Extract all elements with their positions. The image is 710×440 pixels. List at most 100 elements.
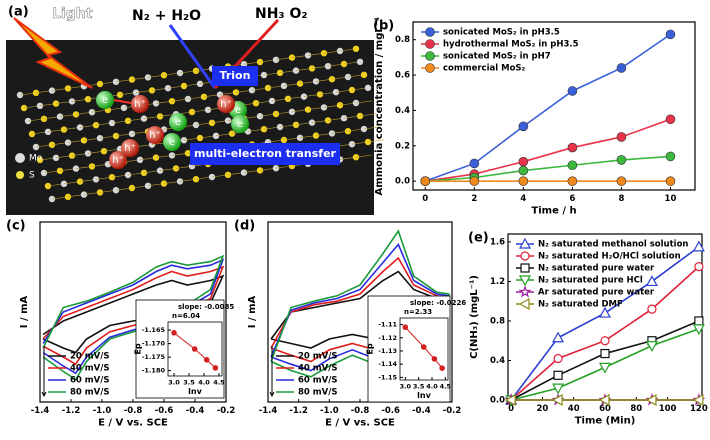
y-axis-label: Ammonia concentration / mgL⁻¹ xyxy=(374,17,385,196)
y-axis-label: Ep xyxy=(134,343,143,354)
lattice-atom xyxy=(48,87,56,94)
lattice-atom xyxy=(224,117,232,124)
x-tick-label: -1.4 xyxy=(31,406,50,416)
data-point xyxy=(431,356,438,362)
electron-label: e xyxy=(102,95,108,106)
data-point xyxy=(551,393,563,407)
legend-label: hydrothermal MoS₂ in pH3.5 xyxy=(443,40,579,50)
inset-note: slope: -0.0226 xyxy=(410,299,466,307)
x-tick-label: 3.0 xyxy=(168,379,180,387)
data-point xyxy=(645,341,658,352)
light-label: Light xyxy=(52,6,93,22)
electron-label: e xyxy=(235,105,241,116)
lattice-atom xyxy=(128,76,136,83)
x-tick-label: -1.0 xyxy=(320,406,339,416)
s-label: S xyxy=(29,171,35,181)
y-tick-label: -1.14 xyxy=(378,360,397,368)
x-axis-label: Time (Min) xyxy=(575,415,636,426)
legend-marker xyxy=(518,285,532,298)
y-tick-label: 0.8 xyxy=(395,35,410,45)
panel-label: (b) xyxy=(373,19,394,34)
legend-marker xyxy=(425,51,435,61)
panel-label: (e) xyxy=(468,231,489,246)
electron-label: e xyxy=(237,119,243,130)
legend-label: N₂ saturated DMF xyxy=(538,300,623,310)
x-tick-label: 10 xyxy=(665,194,677,204)
x-tick-label: -1.0 xyxy=(93,406,112,416)
lattice-atom xyxy=(152,100,160,107)
data-point xyxy=(402,324,409,331)
x-tick-label: 3.5 xyxy=(413,383,425,391)
legend-label: N₂ saturated pure HCl xyxy=(538,276,643,286)
x-tick-label: 4.0 xyxy=(198,379,210,387)
x-tick-label: 60 xyxy=(599,404,611,414)
y-tick-label: 0.0 xyxy=(395,177,410,187)
x-tick-label: 4.5 xyxy=(213,379,225,387)
lattice-atom xyxy=(148,87,156,94)
legend-label: 40 mV/S xyxy=(70,364,109,374)
light-bolt xyxy=(13,17,93,89)
x-tick-label: 40 xyxy=(568,404,580,414)
lattice-atom xyxy=(68,98,76,105)
electron-label: e xyxy=(169,137,175,148)
x-axis-label: Time / h xyxy=(531,205,576,216)
lattice-atom xyxy=(28,130,36,138)
x-tick-label: -0.8 xyxy=(124,406,143,416)
data-point xyxy=(598,362,612,374)
data-point xyxy=(518,165,529,176)
electron-label: e xyxy=(175,117,181,128)
x-axis-label: lnv xyxy=(417,391,431,400)
electron xyxy=(169,113,187,131)
series-line xyxy=(42,254,225,381)
hole-label: h⁺ xyxy=(112,155,124,166)
legend-label: 20 mV/S xyxy=(70,352,109,362)
data-point xyxy=(665,176,676,186)
series-line xyxy=(425,118,671,182)
series-line xyxy=(42,265,225,366)
lattice-bond xyxy=(363,126,381,130)
data-point xyxy=(518,176,529,186)
y-tick-label: 0.0 xyxy=(490,396,505,406)
x-tick-label: 4 xyxy=(520,194,526,204)
electron xyxy=(231,115,249,133)
data-point xyxy=(694,316,704,326)
y-tick-label: 0.4 xyxy=(490,356,505,366)
y-tick-label: 0.6 xyxy=(395,71,410,81)
legend-label: N₂ saturated H₂O/HCl solution xyxy=(538,252,681,262)
data-point xyxy=(552,383,565,395)
lattice-atom xyxy=(352,45,360,52)
series-line xyxy=(425,155,671,182)
lattice-atom xyxy=(132,89,140,96)
products-label: NH₃ O₂ xyxy=(255,6,307,22)
y-tick-label: 0.8 xyxy=(490,316,505,326)
legend-label: 40 mV/S xyxy=(298,364,337,374)
x-axis-label: E / V vs. SCE xyxy=(325,417,395,428)
data-point xyxy=(616,132,627,142)
legend-label: N₂ saturated methanol solution xyxy=(538,240,688,250)
x-tick-label: -0.2 xyxy=(217,406,236,416)
x-tick-label: 3.0 xyxy=(400,383,412,391)
hole-label: h⁺ xyxy=(134,99,146,110)
y-axis-label: I / mA xyxy=(247,295,258,328)
s-key xyxy=(16,171,24,179)
x-tick-label: 0 xyxy=(508,404,514,414)
x-tick-label: -0.6 xyxy=(155,406,174,416)
lattice-atom xyxy=(232,89,240,96)
x-axis-label: lnv xyxy=(188,387,202,396)
data-point xyxy=(616,155,627,165)
x-tick-label: 20 xyxy=(536,404,548,414)
x-tick-label: -0.2 xyxy=(443,406,462,416)
legend-marker xyxy=(425,63,435,73)
hole xyxy=(217,95,235,113)
inset-note: slope: -0.0085 xyxy=(178,303,234,311)
panel-label: (d) xyxy=(234,219,255,234)
data-point xyxy=(567,176,578,186)
series-line xyxy=(42,274,225,354)
legend-arrow xyxy=(41,346,47,398)
y-tick-label: 0.2 xyxy=(395,141,410,151)
series-line xyxy=(424,33,671,182)
lattice-atom xyxy=(52,100,60,107)
series-line xyxy=(270,229,451,378)
